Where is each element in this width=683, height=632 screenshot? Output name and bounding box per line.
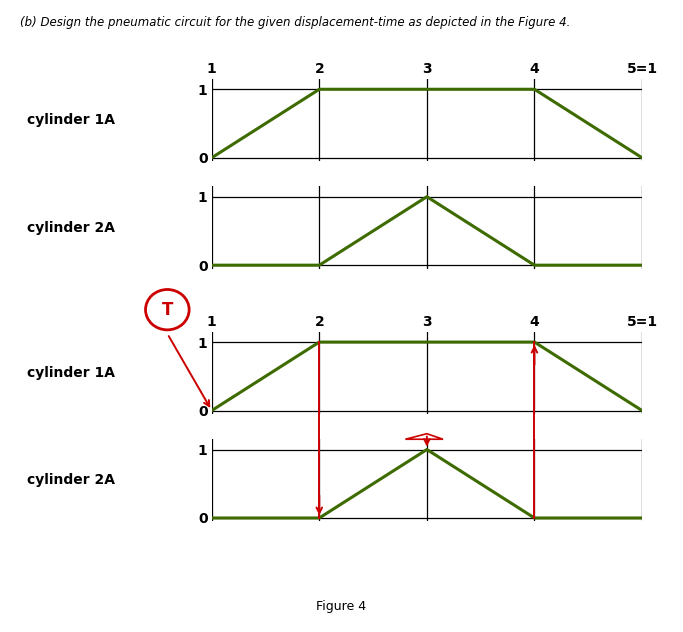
- Text: cylinder 1A: cylinder 1A: [27, 113, 115, 127]
- Text: T: T: [162, 301, 173, 319]
- Text: (b) Design the pneumatic circuit for the given displacement-time as depicted in : (b) Design the pneumatic circuit for the…: [20, 16, 571, 29]
- Text: cylinder 2A: cylinder 2A: [27, 221, 115, 234]
- Text: Figure 4: Figure 4: [316, 600, 367, 613]
- Text: cylinder 1A: cylinder 1A: [27, 366, 115, 380]
- Text: cylinder 2A: cylinder 2A: [27, 473, 115, 487]
